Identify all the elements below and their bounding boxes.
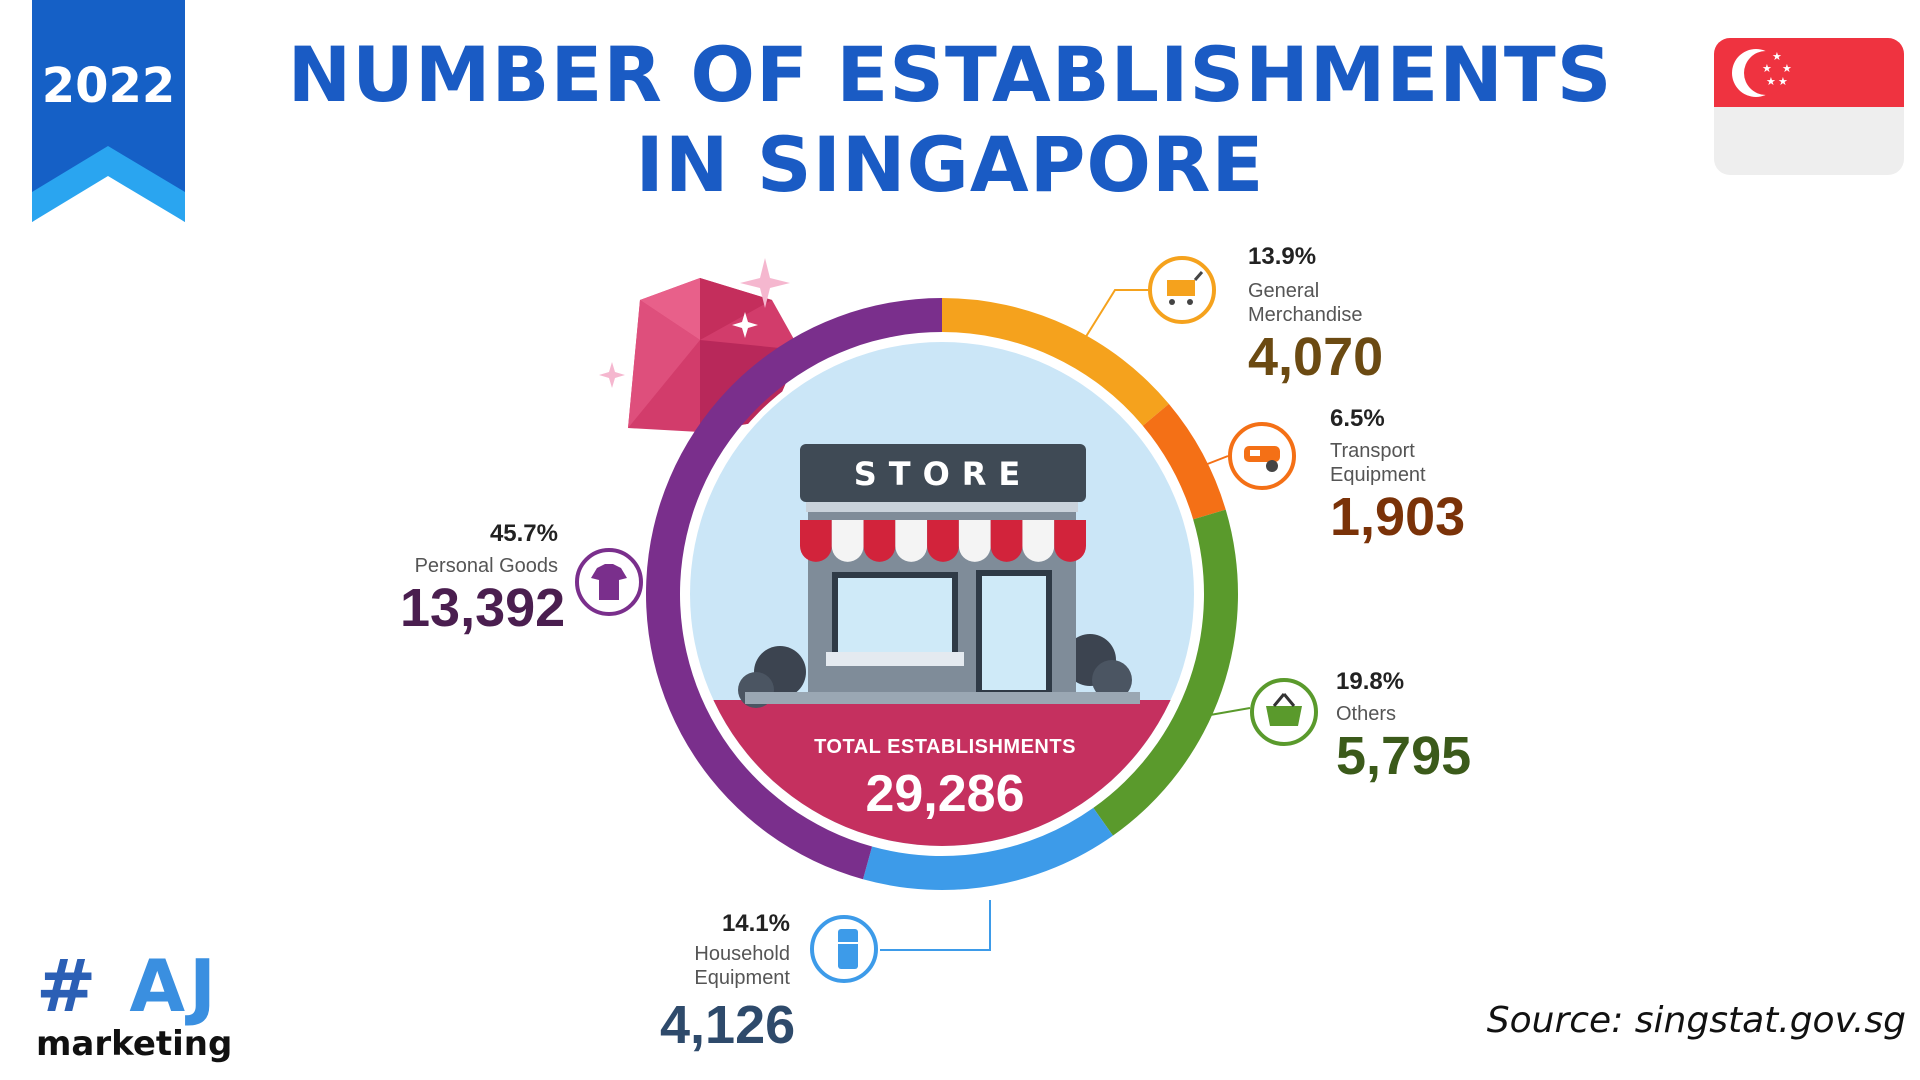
label-transport-equipment: 6.5% Transport Equipment 1,903 [1330,405,1465,547]
awning-stripe [895,520,928,562]
logo-subtitle: marketing [36,1024,233,1064]
logo-hash: # [36,944,101,1028]
refrigerator-icon [810,915,878,983]
slice-category: Personal Goods [414,555,558,577]
store-sign: STORE [853,455,1033,493]
slice-category: Transport Equipment [1330,440,1426,486]
label-household-equipment: 14.1% Household Equipment [640,910,790,990]
awning-stripe [958,520,991,562]
slice-value: 5,795 [1336,726,1472,786]
sparkle-icon [599,258,790,388]
awning-stripe [831,520,864,562]
svg-text:★: ★ [1778,75,1788,88]
slice-value: 1,903 [1330,487,1466,547]
basket-icon [1250,678,1318,746]
slice-percent: 13.9% [1248,243,1317,270]
total-label: TOTAL ESTABLISHMENTS [814,736,1076,758]
slice-category: Others [1336,703,1397,725]
tshirt-icon [575,548,643,616]
donut-slice-household-equipment [862,807,1113,891]
slice-percent: 19.8% [1336,668,1405,695]
awning-stripe [800,520,832,562]
aj-marketing-logo: # AJ marketing [36,950,232,1064]
car-icon [1228,422,1296,490]
donut-slice-others [1093,509,1238,836]
slice-percent: 6.5% [1330,405,1385,432]
shopping-cart-icon [1148,256,1216,324]
awning-stripe [863,520,896,562]
svg-text:★: ★ [1782,62,1792,75]
badge-year: 2022 [41,58,176,114]
awning-stripe [990,520,1023,562]
page-title: NUMBER OF ESTABLISHMENTS IN SINGAPORE [287,30,1613,209]
year-badge: 2022 [32,0,185,222]
slice-value: 13,392 [400,578,566,638]
singapore-flag-icon: ★ ★ ★ ★ ★ [1714,38,1904,175]
source-credit: Source: singstat.gov.sg [1486,1000,1906,1041]
svg-text:★: ★ [1762,62,1772,75]
awning-stripe [1054,520,1086,562]
total-value: 29,286 [865,765,1025,823]
slice-category: Household Equipment [694,943,790,989]
label-personal-goods: 45.7% Personal Goods 13,392 [400,520,566,638]
awning-stripe [927,520,959,562]
slice-value: 4,070 [1248,327,1384,387]
slice-percent: 45.7% [489,520,558,547]
label-others: 19.8% Others 5,795 [1336,668,1471,786]
awning-stripe [1022,520,1055,562]
donut-slice-transport-equipment [1142,403,1226,520]
household-value: 4,126 [660,995,796,1055]
svg-text:★: ★ [1766,75,1776,88]
store-illustration [738,444,1140,708]
logo-letters: AJ [129,944,220,1028]
slice-category: General Merchandise [1248,280,1363,326]
svg-text:★: ★ [1772,50,1782,63]
donut-slice-personal-goods [646,298,942,880]
slice-percent: 14.1% [721,910,790,937]
ribbon-icon [32,0,185,222]
donut-slice-general-merchandise [942,298,1169,426]
label-general-merchandise: 13.9% General Merchandise 4,070 [1248,243,1398,387]
